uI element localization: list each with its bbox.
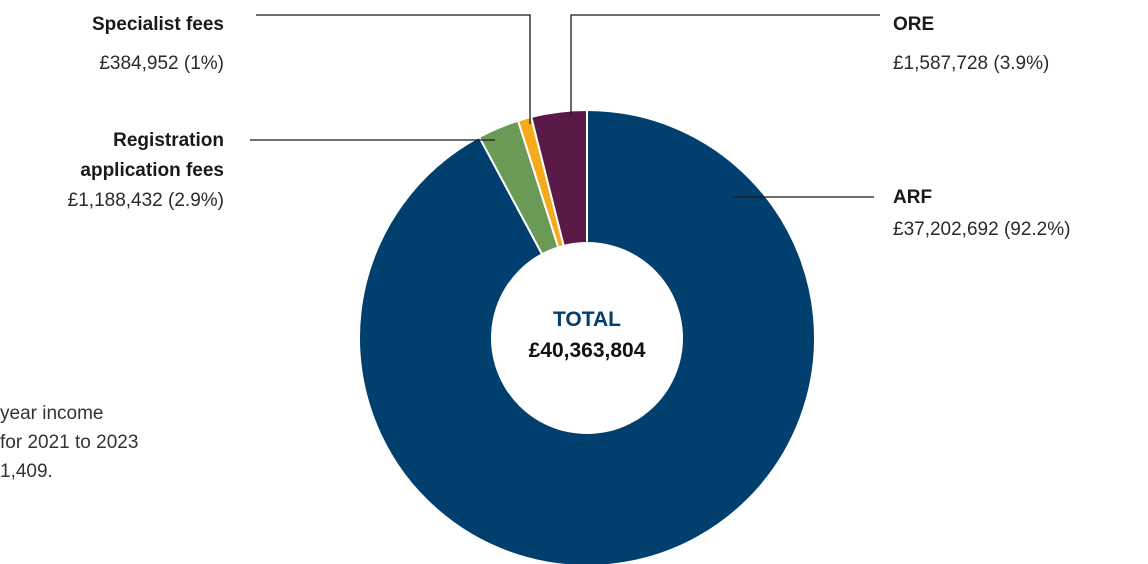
side-note-line-3: 1,409. (0, 461, 53, 482)
label-registration-value: £1,188,432 (2.9%) (68, 190, 224, 211)
leader-specialist (256, 14, 531, 124)
donut-slice-arf (358, 108, 816, 564)
side-note-line-1: year income (0, 403, 104, 424)
label-registration-name-1: Registration (113, 130, 224, 151)
donut-hole (491, 242, 683, 434)
label-specialist-name: Specialist fees (92, 14, 224, 35)
side-note: year income for 2021 to 2023 1,409. (0, 399, 138, 486)
center-total-value: £40,363,804 (529, 339, 646, 362)
label-arf-name: ARF (893, 187, 932, 208)
side-note-line-2: for 2021 to 2023 (0, 432, 139, 453)
label-ore-name: ORE (893, 14, 934, 35)
center-total-title: TOTAL (553, 308, 621, 331)
label-arf-value: £37,202,692 (92.2%) (893, 219, 1070, 240)
label-ore-value: £1,587,728 (3.9%) (893, 53, 1049, 74)
label-registration-name-2: application fees (80, 160, 224, 181)
leader-ore (570, 14, 880, 116)
label-specialist-value: £384,952 (1%) (99, 53, 224, 74)
